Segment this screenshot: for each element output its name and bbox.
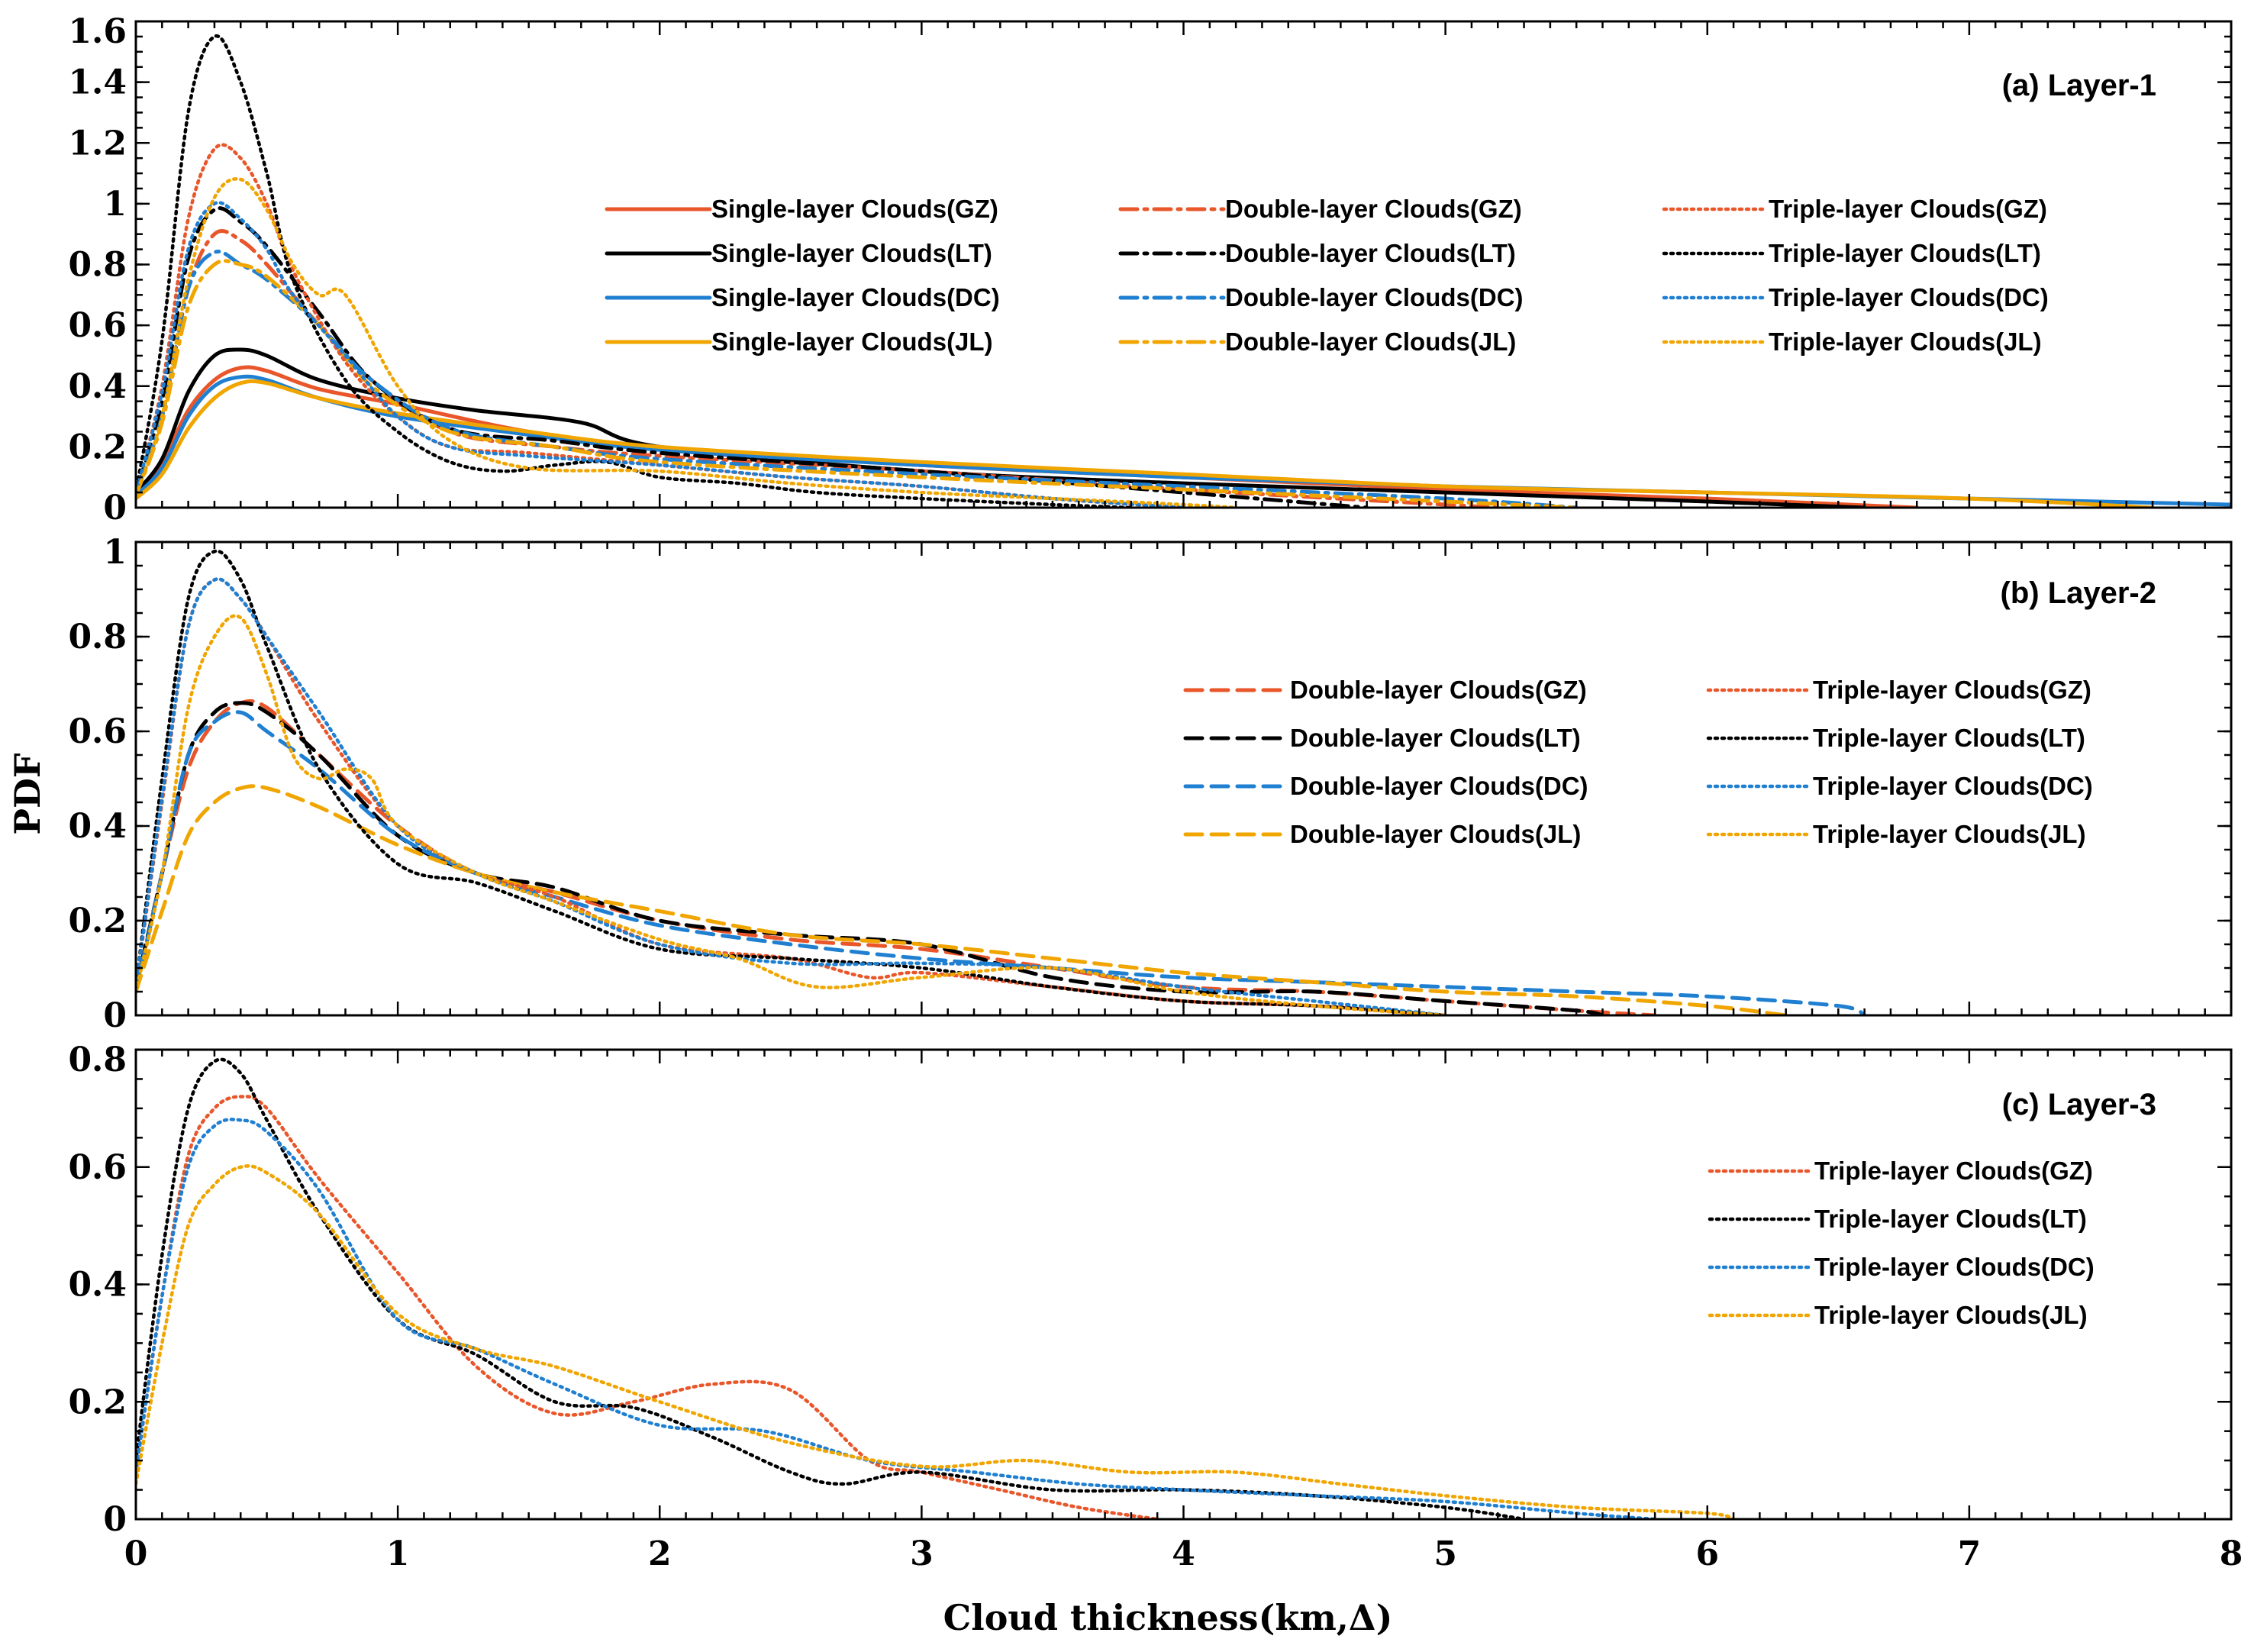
- panel-b: 0 0.2 0.4 0.6 0.8 1 (b) Layer-2 Double-layer Cl…: [68, 533, 2233, 1035]
- x-axis-label: Cloud thickness(km,Δ): [943, 1597, 1393, 1638]
- y-tick-label: 0: [103, 1500, 127, 1539]
- series-line-dashed-dc: [136, 710, 1867, 1015]
- legend-label: Triple-layer Clouds(DC): [1814, 1253, 2095, 1281]
- plot-frame: [134, 1048, 2233, 1521]
- legend-label: Triple-layer Clouds(DC): [1769, 283, 2049, 311]
- legend-label: Double-layer Clouds(GZ): [1290, 676, 1587, 704]
- y-tick-label: 1: [103, 533, 127, 572]
- panel-title: (a) Layer-1: [2002, 69, 2156, 102]
- x-tick-label: 6: [1695, 1534, 1719, 1573]
- legend-label: Double-layer Clouds(JL): [1290, 820, 1581, 848]
- panel-title: (b) Layer-2: [2001, 576, 2157, 610]
- y-tick-label: 0.2: [68, 1383, 127, 1421]
- y-tick-label: 1.6: [68, 12, 127, 51]
- y-tick-label: 0: [103, 996, 127, 1035]
- legend-label: Triple-layer Clouds(JL): [1769, 327, 2042, 356]
- x-tick-label: 4: [1172, 1534, 1195, 1573]
- x-tick-label: 0: [124, 1534, 148, 1573]
- series-line-solid-jl: [136, 379, 2155, 508]
- legend-label: Double-layer Clouds(JL): [1225, 327, 1516, 356]
- y-tick-label: 0: [103, 489, 127, 528]
- legend-label: Double-layer Clouds(LT): [1290, 724, 1581, 752]
- legend: Triple-layer Clouds(GZ) Triple-layer Clou…: [1708, 1157, 2095, 1329]
- x-tick-label: 7: [1958, 1534, 1982, 1573]
- panel-c: 0 0.2 0.4 0.6 0.8 (c) Layer-3 Triple-layer Clo…: [68, 1041, 2243, 1573]
- series-line-dotted-gz: [136, 143, 1185, 508]
- y-tick-label: 0.8: [68, 618, 127, 657]
- series-line-dashdot-dc: [136, 250, 1579, 508]
- series-line-dashed-lt: [136, 701, 1604, 1015]
- series-line-dashdot-jl: [136, 259, 1579, 508]
- series-group: [136, 1057, 1736, 1519]
- legend-label: Double-layer Clouds(GZ): [1225, 195, 1522, 223]
- series-line-dotted-lt: [136, 34, 1134, 508]
- series-line-dotted-dc: [136, 577, 1447, 1015]
- legend-label: Double-layer Clouds(DC): [1290, 772, 1588, 800]
- legend-label: Single-layer Clouds(GZ): [711, 195, 998, 223]
- legend-label: Triple-layer Clouds(GZ): [1769, 195, 2047, 223]
- legend-label: Double-layer Clouds(LT): [1225, 239, 1516, 267]
- legend-label: Triple-layer Clouds(GZ): [1814, 1157, 2093, 1185]
- legend-label: Triple-layer Clouds(LT): [1813, 724, 2085, 752]
- y-tick-label: 0.6: [68, 1148, 127, 1187]
- legend: Double-layer Clouds(GZ) Double-layer Clou…: [1183, 676, 2093, 848]
- x-tick-label: 1: [386, 1534, 410, 1573]
- y-tick-label: 1.4: [68, 63, 127, 102]
- y-tick-label: 0.2: [68, 902, 127, 941]
- y-tick-label: 1.2: [68, 124, 127, 163]
- x-tick-label: 3: [910, 1534, 934, 1573]
- legend-label: Single-layer Clouds(LT): [711, 239, 992, 267]
- legend-label: Single-layer Clouds(JL): [711, 327, 993, 356]
- x-tick-label: 5: [1433, 1534, 1457, 1573]
- panel-title: (c) Layer-3: [2002, 1088, 2156, 1121]
- y-tick-label: 0.2: [68, 428, 127, 466]
- y-tick-label: 0.8: [68, 1041, 127, 1079]
- legend-label: Triple-layer Clouds(LT): [1814, 1205, 2087, 1233]
- y-tick-label: 0.4: [68, 807, 127, 846]
- x-tick-label: 8: [2220, 1534, 2243, 1573]
- y-tick-label: 0.8: [68, 246, 127, 285]
- y-tick-label: 0.6: [68, 712, 127, 751]
- y-tick-label: 0.6: [68, 306, 127, 345]
- series-line-dotted-dc: [136, 1118, 1657, 1519]
- y-tick-label: 0.4: [68, 367, 127, 406]
- series-line-dotted-jl: [136, 177, 1238, 508]
- legend-label: Triple-layer Clouds(JL): [1814, 1301, 2088, 1329]
- series-line-dotted-lt: [136, 549, 1447, 1015]
- x-tick-label: 2: [648, 1534, 672, 1573]
- series-line-dashed-jl: [136, 784, 1788, 1015]
- legend-label: Triple-layer Clouds(GZ): [1813, 676, 2091, 704]
- series-group: [136, 34, 2231, 508]
- y-tick-label: 1: [103, 185, 127, 224]
- series-line-dotted-jl: [136, 614, 1447, 1015]
- series-line-solid-lt: [136, 347, 1867, 508]
- y-tick-label: 0.4: [68, 1266, 127, 1305]
- legend-label: Single-layer Clouds(DC): [711, 283, 1000, 311]
- series-line-dotted-gz: [136, 577, 1447, 1015]
- panel-a: 0 0.2 0.4 0.6 0.8 1 1.2 1.4 1.6 (a) Layer-1 Single…: [68, 12, 2233, 528]
- legend-label: Triple-layer Clouds(DC): [1813, 772, 2093, 800]
- legend-label: Triple-layer Clouds(LT): [1769, 239, 2041, 267]
- legend-label: Double-layer Clouds(DC): [1225, 283, 1524, 311]
- legend: Single-layer Clouds(GZ) Single-layer Clou…: [605, 195, 2049, 356]
- series-group: [136, 549, 1867, 1015]
- series-line-dotted-dc: [136, 201, 1185, 508]
- series-line-dotted-jl: [136, 1164, 1736, 1519]
- legend-label: Triple-layer Clouds(JL): [1813, 820, 2086, 848]
- y-axis-label: PDF: [7, 753, 48, 834]
